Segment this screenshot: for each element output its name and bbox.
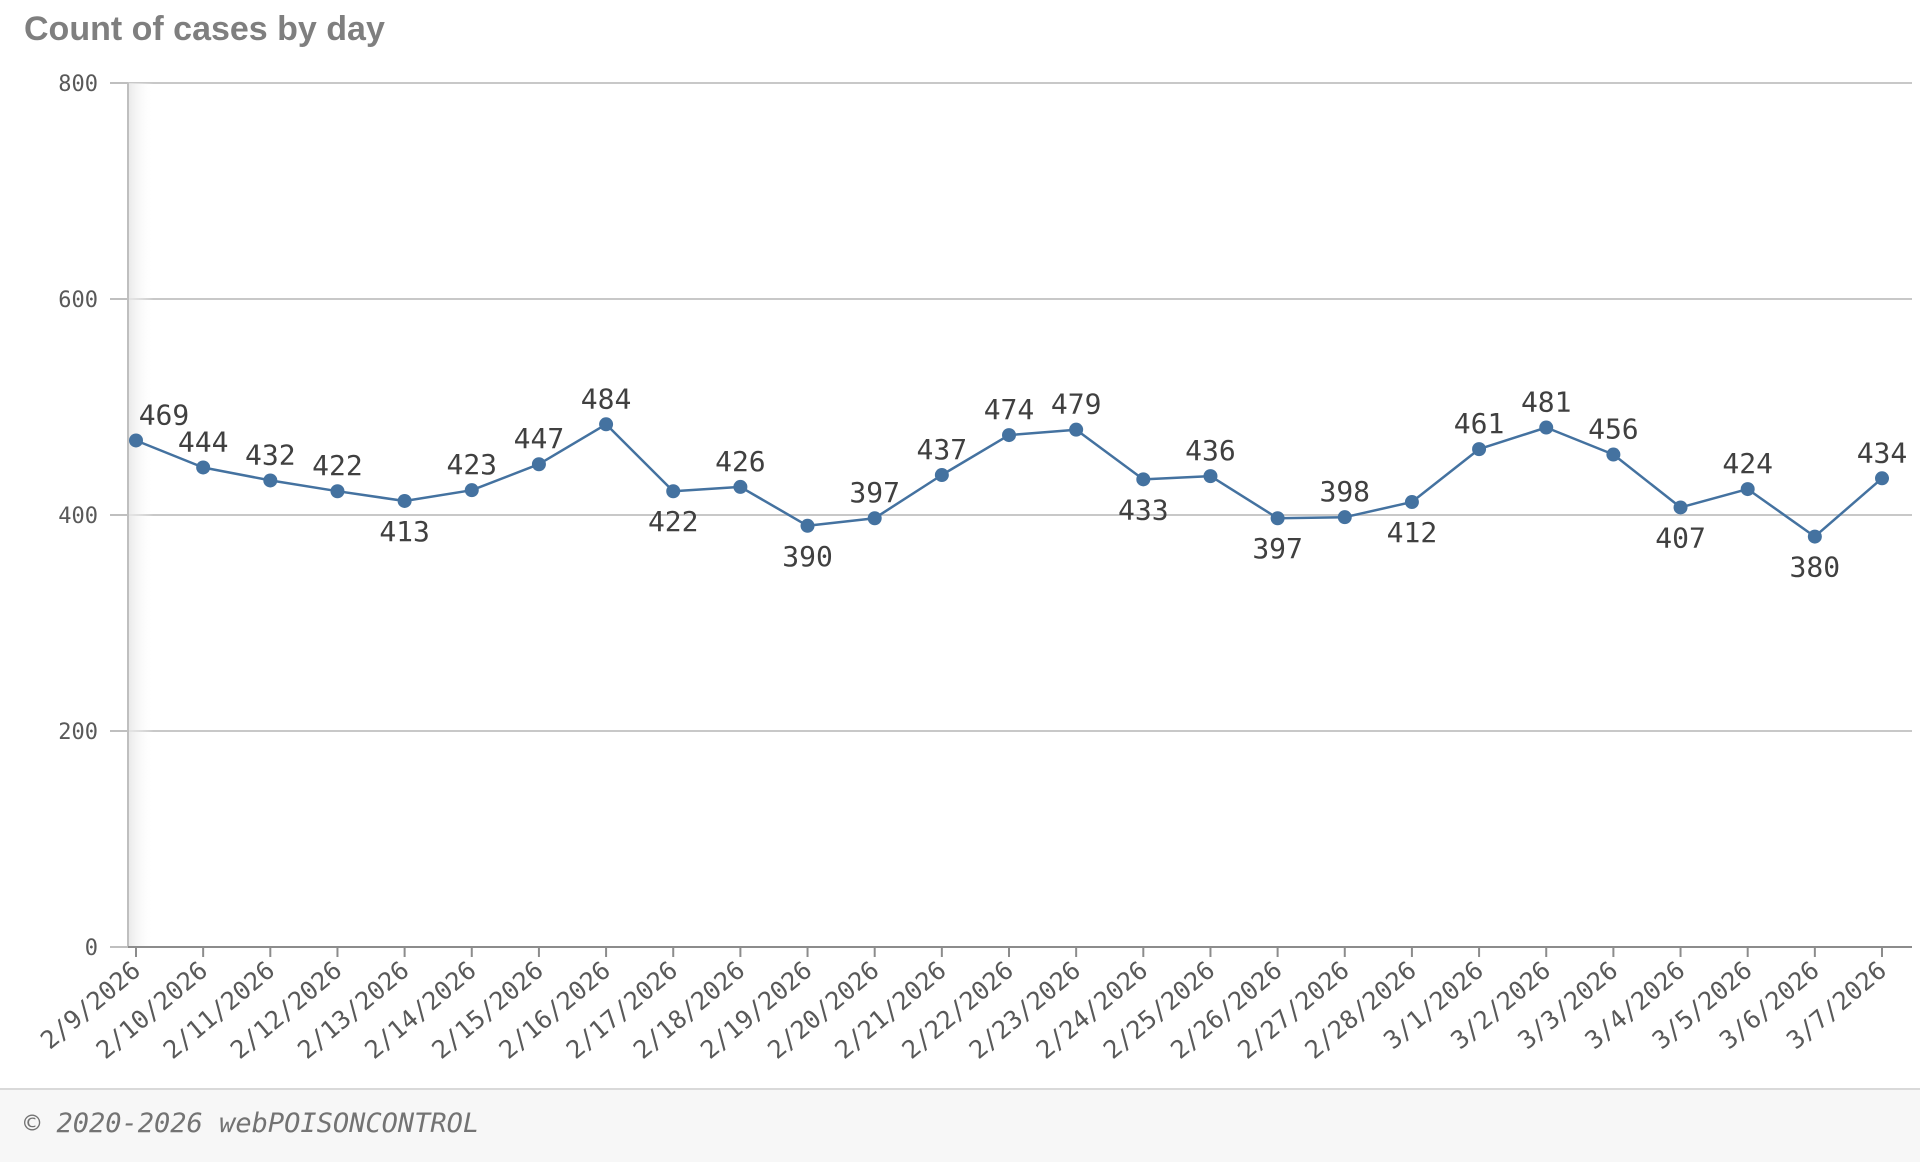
data-point[interactable] [397, 493, 412, 508]
data-point[interactable] [196, 460, 211, 475]
data-label: 481 [1521, 386, 1572, 419]
data-point[interactable] [464, 483, 479, 498]
gridlines [128, 82, 1912, 732]
data-label: 447 [514, 422, 565, 455]
data-label: 432 [245, 438, 296, 471]
data-label: 444 [178, 425, 229, 458]
data-label: 434 [1857, 436, 1908, 469]
data-point[interactable] [1337, 510, 1352, 525]
data-point[interactable] [800, 518, 815, 533]
data-label: 413 [379, 515, 430, 548]
data-point[interactable] [599, 417, 614, 432]
data-label: 412 [1387, 516, 1438, 549]
data-label: 456 [1588, 413, 1639, 446]
y-tick-label: 800 [58, 72, 98, 97]
data-point[interactable] [1673, 500, 1688, 515]
data-point[interactable] [330, 484, 345, 499]
y-tick-label: 200 [58, 720, 98, 745]
data-label: 397 [1252, 532, 1303, 565]
data-point[interactable] [1606, 447, 1621, 462]
x-axis-ticks: 2/9/20262/10/20262/11/20262/12/20262/13/… [35, 947, 1892, 1065]
axes [127, 83, 1912, 948]
data-point[interactable] [129, 433, 143, 448]
data-label: 433 [1118, 493, 1169, 526]
data-point[interactable] [1069, 422, 1084, 437]
data-label: 423 [446, 448, 497, 481]
data-point[interactable] [1002, 428, 1016, 443]
data-label: 436 [1185, 434, 1236, 467]
data-point[interactable] [1203, 469, 1218, 484]
data-point[interactable] [1807, 529, 1822, 544]
y-tick-label: 600 [58, 288, 98, 313]
data-label: 437 [917, 433, 968, 466]
y-axis-shade [128, 83, 154, 947]
data-label: 479 [1051, 388, 1102, 421]
copyright-text: © 2020-2026 webPOISONCONTROL [24, 1108, 480, 1139]
line-chart: 0 200 400 600 800 2/9/20262/10/20262/11/2026… [35, 72, 1912, 1065]
data-label: 422 [648, 505, 699, 538]
points-layer [129, 417, 1889, 544]
data-label: 407 [1655, 521, 1706, 554]
data-point[interactable] [1270, 511, 1285, 526]
data-point[interactable] [1740, 482, 1755, 497]
data-label: 424 [1722, 447, 1773, 480]
data-label: 474 [984, 393, 1035, 426]
y-tick-label: 400 [58, 504, 98, 529]
data-label: 469 [139, 398, 190, 431]
data-point[interactable] [1136, 472, 1151, 487]
data-point[interactable] [1472, 442, 1487, 457]
data-label: 484 [581, 382, 632, 415]
data-point[interactable] [1404, 495, 1419, 510]
data-label: 390 [782, 540, 833, 573]
chart-title: Count of cases by day [24, 10, 385, 48]
data-label: 380 [1790, 551, 1841, 584]
data-label: 422 [312, 449, 363, 482]
y-axis-ticks: 0 200 400 600 800 [58, 72, 128, 961]
data-point[interactable] [263, 473, 278, 488]
data-point[interactable] [531, 457, 546, 472]
data-label: 398 [1319, 475, 1370, 508]
data-point[interactable] [733, 479, 748, 494]
y-tick-label: 0 [85, 936, 98, 961]
data-point[interactable] [666, 484, 681, 499]
data-label: 461 [1454, 407, 1505, 440]
data-label: 426 [715, 445, 766, 478]
data-point[interactable] [867, 511, 882, 526]
data-point[interactable] [1539, 420, 1554, 435]
data-point[interactable] [1875, 471, 1889, 486]
data-point[interactable] [934, 468, 949, 483]
footer: © 2020-2026 webPOISONCONTROL [0, 1088, 1920, 1162]
data-label: 397 [849, 476, 900, 509]
